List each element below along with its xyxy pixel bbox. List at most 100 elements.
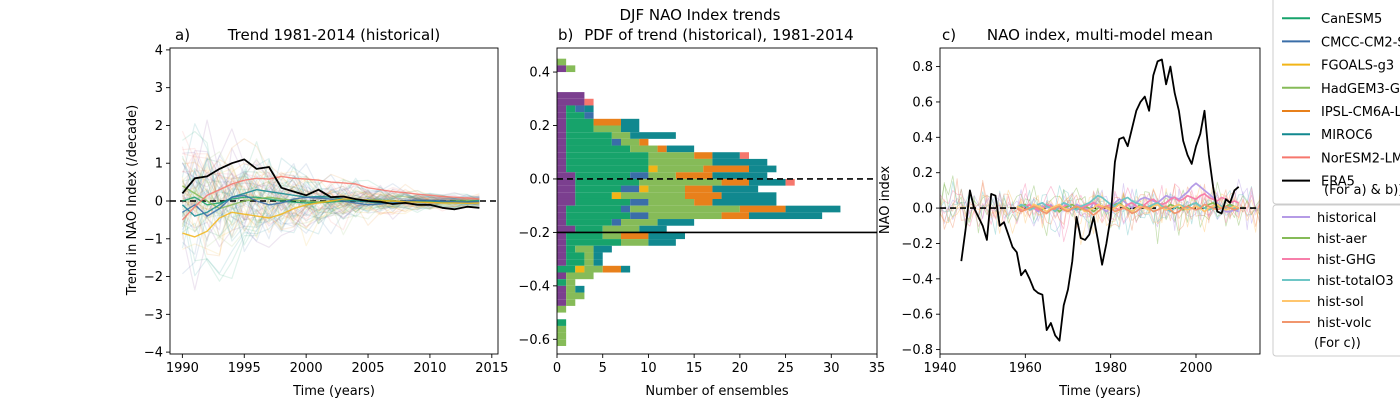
histogram-bar-segment <box>593 125 621 133</box>
histogram-bar-segment <box>566 158 649 166</box>
ensemble-member-line <box>182 179 480 232</box>
histogram-bar-segment <box>648 158 713 166</box>
histogram-bar-segment <box>557 65 567 73</box>
histogram-bar-segment <box>712 172 768 179</box>
histogram-bar-segment <box>566 145 631 153</box>
histogram-bar-segment <box>584 265 603 273</box>
legend-model-label: CMCC-CM2-SR5 <box>1321 35 1400 50</box>
ensemble-member-line <box>182 172 480 221</box>
ensemble-member-line <box>181 162 480 242</box>
panel-b-xlabel: Number of ensembles <box>645 384 789 399</box>
histogram-bar-segment <box>666 145 695 153</box>
histogram-bar-segment <box>621 185 640 193</box>
histogram-bar-segment <box>648 232 685 240</box>
histogram-bar-segment <box>566 132 612 139</box>
panel-b-xtick-label: 25 <box>777 361 794 376</box>
histogram-bar-segment <box>557 145 567 153</box>
experiment-member-line <box>939 175 1261 245</box>
histogram-bar-segment <box>557 259 567 266</box>
panel-a-ytick-label: −1 <box>144 232 163 247</box>
panel-a-xtick-label: 1990 <box>166 361 199 376</box>
histogram-bar-segment <box>557 319 567 326</box>
panel-a-xtick-label: 2010 <box>413 361 446 376</box>
histogram-bar-segment <box>648 165 658 173</box>
histogram-bar-segment <box>749 178 786 186</box>
legend-model-label: IPSL-CM6A-LR <box>1321 105 1400 120</box>
histogram-bar-segment <box>630 212 649 220</box>
histogram-bar-segment <box>557 138 567 146</box>
histogram-bar-segment <box>557 105 567 113</box>
panel-c-ytick-label: −0.8 <box>901 343 933 358</box>
histogram-bar-segment <box>557 292 567 300</box>
histogram-bar-segment <box>557 205 567 213</box>
histogram-bar-segment <box>557 305 567 313</box>
histogram-bar-segment <box>621 138 640 146</box>
legend-models-box <box>1272 0 1400 205</box>
histogram-bar-segment <box>621 192 685 199</box>
ensemble-member-line <box>181 158 480 233</box>
legend-model-label: MIROC6 <box>1321 128 1373 143</box>
histogram-bar-segment <box>566 259 585 266</box>
series-line <box>182 194 480 217</box>
legend-models-note: (For a) & b)) <box>1324 183 1400 198</box>
histogram-bar-segment <box>611 138 621 146</box>
panel-b-ytick-label: −0.2 <box>518 226 550 241</box>
histogram-bar-segment <box>575 172 631 179</box>
histogram-bar-segment <box>557 158 567 166</box>
histogram-bar-segment <box>584 105 594 113</box>
histogram-bar-segment <box>557 219 567 226</box>
panel-b-xtick-label: 35 <box>869 361 886 376</box>
histogram-bar-segment <box>557 252 567 260</box>
histogram-bar-segment <box>584 252 594 260</box>
panel-c-xtick-label: 1980 <box>1094 361 1127 376</box>
histogram-bar-segment <box>566 125 594 133</box>
panel-c-ytick-label: 0.4 <box>912 131 933 146</box>
histogram-bar-segment <box>566 118 594 126</box>
histogram-bar-segment <box>566 232 603 240</box>
series-line <box>181 158 480 211</box>
panel-b-ytick-label: −0.6 <box>518 333 550 348</box>
experiment-member-line <box>939 185 1260 236</box>
histogram-bar-segment <box>694 198 713 206</box>
panel-b-ytick-label: 0.4 <box>529 66 550 81</box>
histogram-bar-segment <box>575 225 603 233</box>
histogram-bar-segment <box>557 225 576 233</box>
panel-b-xtick-label: 10 <box>640 361 657 376</box>
histogram-bar-segment <box>621 125 640 133</box>
ensemble-member-line <box>181 150 480 248</box>
histogram-bar-segment <box>593 252 603 260</box>
histogram-bar-segment <box>557 279 567 286</box>
histogram-bar-segment <box>557 212 567 220</box>
histogram-bar-segment <box>621 232 649 240</box>
series-line <box>182 198 480 238</box>
panel-a-series-lines <box>170 158 498 238</box>
panel-c-ytick-label: 0.2 <box>912 166 933 181</box>
ensemble-member-line <box>181 172 480 218</box>
ensemble-member-line <box>182 173 480 234</box>
panel-a-xtick-label: 1995 <box>228 361 261 376</box>
histogram-bar-segment <box>584 98 594 106</box>
histogram-bar-segment <box>648 185 685 193</box>
panel-c-nao-index-chart: c) NAO index, multi-model mean Time (yea… <box>878 26 1261 399</box>
histogram-bar-segment <box>593 259 603 266</box>
ensemble-member-line <box>181 174 480 249</box>
histogram-bar-segment <box>611 192 621 199</box>
ensemble-member-line <box>181 154 480 210</box>
histogram-bar-segment <box>602 225 640 233</box>
ensemble-member-line <box>181 158 480 232</box>
histogram-bar-segment <box>557 285 567 293</box>
histogram-bar-segment <box>621 219 658 226</box>
ensemble-member-line <box>181 130 480 220</box>
experiment-member-line <box>939 181 1261 235</box>
figure-suptitle: DJF NAO Index trends <box>619 6 780 24</box>
histogram-bar-segment <box>630 145 658 153</box>
histogram-bar-segment <box>712 185 759 193</box>
histogram-bar-segment <box>630 205 740 213</box>
ensemble-member-line <box>181 178 480 253</box>
histogram-bar-segment <box>557 125 567 133</box>
histogram-bar-segment <box>575 192 612 199</box>
histogram-bar-segment <box>557 299 567 306</box>
panel-b-axes: 0 5 10 15 20 25 30 35 −0.6 −0.4 −0.2 0.0 0.2 0.4 <box>518 47 886 376</box>
histogram-bar-segment <box>557 165 567 173</box>
